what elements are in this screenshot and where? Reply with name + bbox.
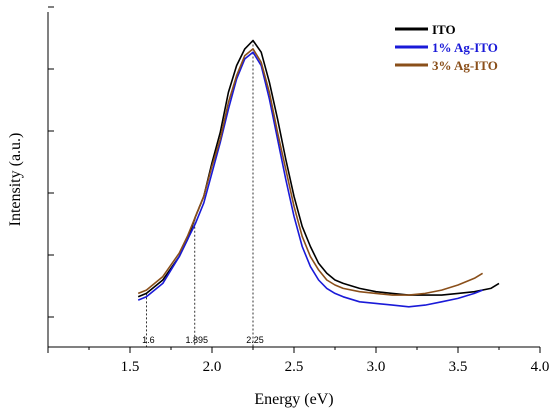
legend-label: 1% Ag-ITO bbox=[432, 40, 498, 55]
y-ticks bbox=[48, 6, 54, 318]
x-tick-label: 1.5 bbox=[121, 359, 140, 375]
series-line-3-ag-ito bbox=[137, 48, 484, 296]
x-tick-label: 2.5 bbox=[285, 359, 304, 375]
x-tick-label: 4.0 bbox=[531, 359, 550, 375]
legend: ITO 1% Ag-ITO 3% Ag-ITO bbox=[395, 22, 498, 73]
x-tick-label: 2.0 bbox=[203, 359, 222, 375]
series-line-1-ag-ito bbox=[137, 51, 483, 308]
reference-label: 2.25 bbox=[246, 335, 264, 345]
reference-label: 1.895 bbox=[186, 335, 209, 345]
reference-label: 1.6 bbox=[142, 335, 155, 345]
series-line-ito bbox=[137, 39, 500, 298]
legend-label: 3% Ag-ITO bbox=[432, 58, 498, 73]
series-group bbox=[137, 39, 500, 308]
x-axis-title: Energy (eV) bbox=[254, 391, 333, 408]
y-axis-title: Intensity (a.u.) bbox=[7, 133, 24, 227]
x-ticks: 1.5 2.0 2.5 3.0 3.5 4.0 bbox=[47, 347, 550, 375]
x-tick-label: 3.0 bbox=[367, 359, 386, 375]
reference-lines: 1.6 1.895 2.25 bbox=[142, 40, 264, 347]
x-tick-label: 3.5 bbox=[449, 359, 468, 375]
legend-label: ITO bbox=[432, 22, 456, 37]
